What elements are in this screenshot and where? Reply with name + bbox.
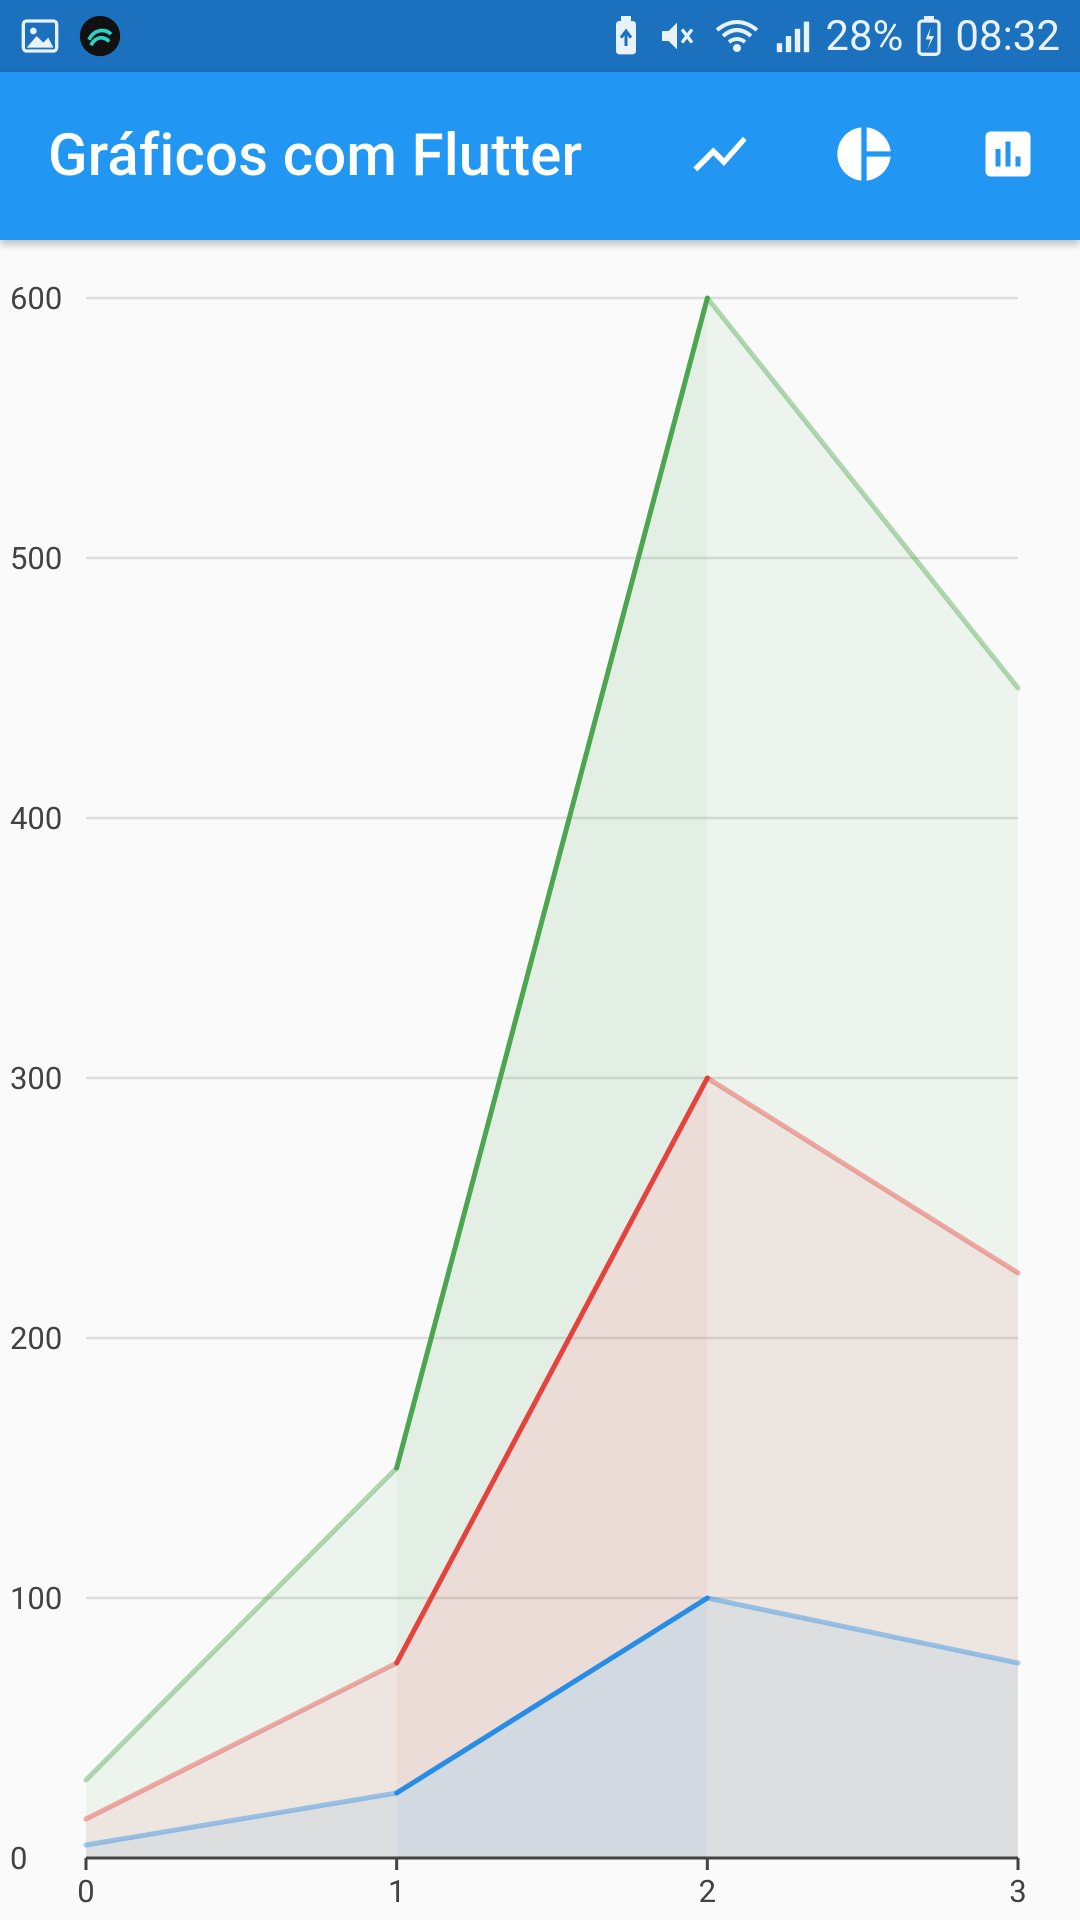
y-tick-label: 600 — [10, 280, 62, 317]
battery-saver-icon — [611, 16, 641, 56]
x-tick-label: 2 — [699, 1873, 716, 1910]
x-tick-label: 1 — [388, 1873, 405, 1910]
series-line-segment — [704, 295, 1021, 691]
line-chart-icon — [688, 122, 752, 190]
pie-chart-icon — [832, 122, 896, 190]
status-bar: 28% 08:32 — [0, 0, 1080, 72]
app-notification-icon — [78, 14, 122, 58]
vibrate-mute-icon — [655, 16, 699, 56]
page-title: Gráficos com Flutter — [48, 122, 583, 190]
app-bar: Gráficos com Flutter — [0, 72, 1080, 240]
battery-percent: 28% — [825, 11, 904, 61]
series-line-segment — [704, 1595, 1021, 1666]
area-highlight — [396, 1078, 708, 1793]
series-line-segment — [83, 1660, 400, 1822]
series-line-segment — [394, 295, 710, 1471]
chart-svg: 0 100 200 300 400 500 600 0 1 2 3 — [10, 280, 1027, 1910]
stacked-area-chart: 0 100 200 300 400 500 600 0 1 2 3 — [0, 240, 1080, 1920]
gallery-icon — [20, 16, 60, 56]
area-highlight — [396, 1598, 708, 1858]
x-tick-label: 3 — [1009, 1873, 1026, 1910]
y-tick-label: 0 — [10, 1840, 27, 1877]
wifi-icon — [713, 16, 761, 56]
series-line-segment — [83, 1790, 400, 1848]
signal-icon — [775, 16, 811, 56]
battery-charging-icon — [917, 16, 942, 56]
area-fill — [86, 1598, 1018, 1858]
x-tick-label: 0 — [77, 1873, 94, 1910]
series-line-segment — [704, 1075, 1021, 1276]
series-line-segment — [83, 1465, 400, 1783]
area-highlight — [396, 298, 708, 1663]
pie-chart-button[interactable] — [792, 72, 936, 240]
area-fill — [86, 298, 1018, 1858]
clock-time: 08:32 — [955, 11, 1060, 61]
bar-chart-button[interactable] — [936, 72, 1080, 240]
series-line-segment — [394, 1595, 710, 1796]
area-fill — [86, 1078, 1018, 1858]
bar-chart-icon — [978, 124, 1038, 188]
y-tick-label: 500 — [10, 540, 62, 577]
line-chart-button[interactable] — [648, 72, 792, 240]
y-tick-label: 400 — [10, 800, 62, 837]
y-tick-label: 100 — [10, 1580, 62, 1617]
series-line-segment — [394, 1075, 710, 1666]
app-bar-actions — [648, 72, 1080, 240]
y-tick-label: 200 — [10, 1320, 62, 1357]
y-tick-label: 300 — [10, 1060, 62, 1097]
